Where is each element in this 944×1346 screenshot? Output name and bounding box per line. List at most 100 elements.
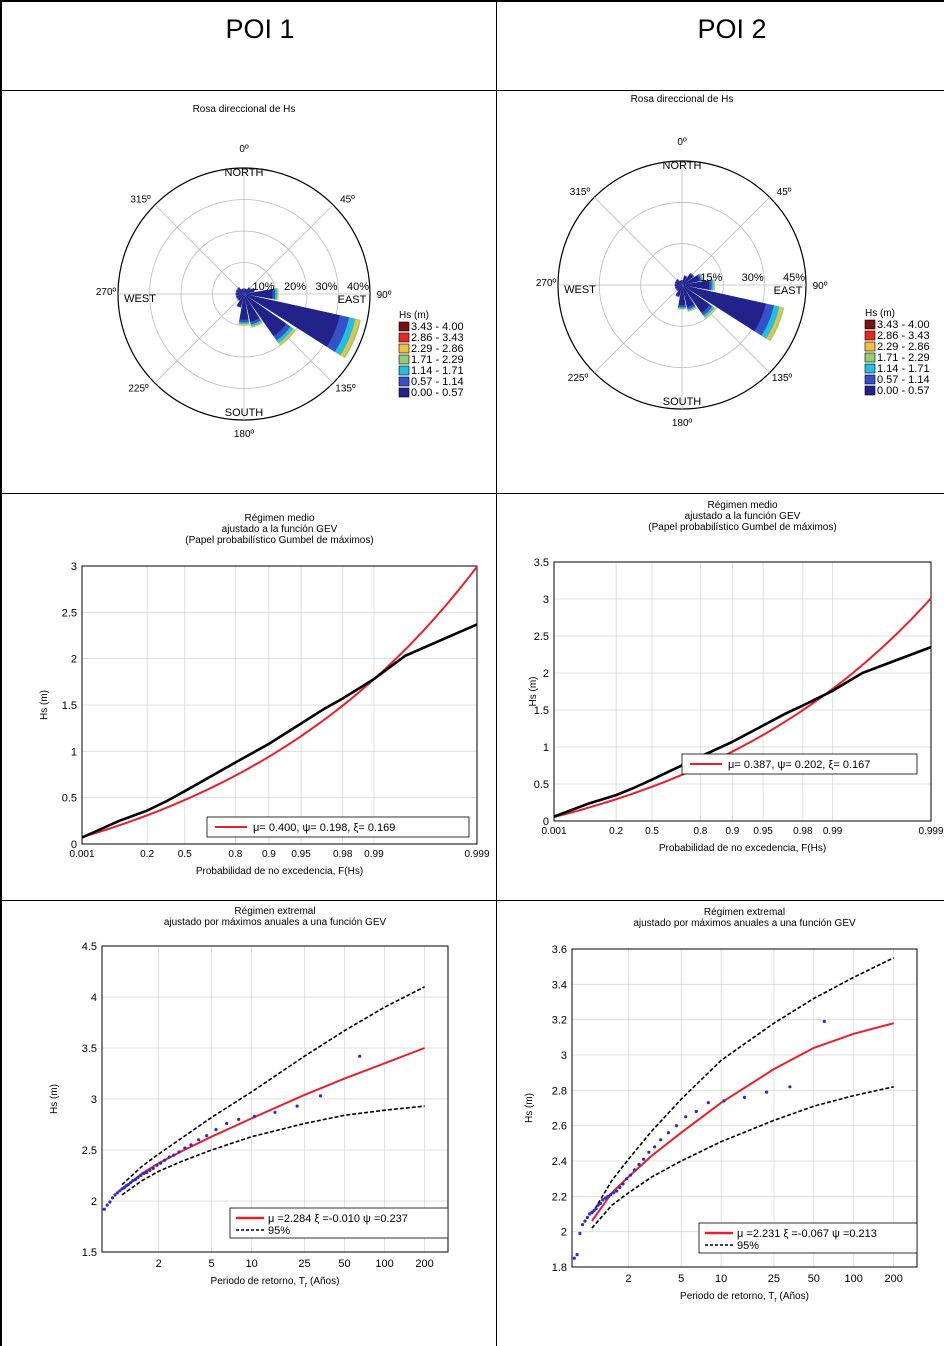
scatter-point xyxy=(155,1163,159,1167)
plot-frame xyxy=(81,565,478,845)
x-tick-label: 10 xyxy=(715,1273,727,1285)
table-border-left xyxy=(0,0,2,1346)
legend-label: 95% xyxy=(737,1240,759,1252)
scatter-point xyxy=(578,1231,582,1235)
x-tick-label: 0.999 xyxy=(464,849,489,860)
scatter-point xyxy=(118,1189,122,1193)
rose-petal-270 xyxy=(675,283,682,287)
scatter-point xyxy=(133,1178,138,1182)
y-tick-label: 1 xyxy=(543,742,549,754)
legend-label: μ =2.284 ξ =-0.010 ψ =0.237 xyxy=(268,1213,408,1225)
x-tick-label: 0.8 xyxy=(693,826,707,837)
scatter-point xyxy=(318,1094,323,1098)
x-tick-label: 0.99 xyxy=(823,826,843,837)
rose-petal-0 xyxy=(243,288,245,294)
rose-petal-225 xyxy=(237,294,244,301)
scatter-point xyxy=(237,1117,241,1121)
chart-title: Régimen medio xyxy=(244,513,314,524)
scatter-point xyxy=(588,1212,592,1216)
x-tick-label: 0.5 xyxy=(645,826,659,837)
direction-label: SOUTH xyxy=(225,407,264,419)
x-tick-label: 100 xyxy=(375,1258,393,1270)
x-axis-label-subscript: r xyxy=(774,1297,777,1304)
series-line-ci-95 xyxy=(121,1105,425,1196)
scatter-point xyxy=(142,1171,146,1176)
y-axis-label: Hs (m) xyxy=(49,1084,60,1114)
legend-box xyxy=(681,753,918,775)
x-tick-label: 0.5 xyxy=(178,849,192,860)
legend-label: 0.00 - 0.57 xyxy=(411,387,464,399)
series-line-ci-95 xyxy=(591,957,895,1215)
scatter-point xyxy=(612,1191,616,1195)
rose-petal-135 xyxy=(682,285,710,313)
x-tick-label: 0.8 xyxy=(228,849,242,860)
rose-petal-202.5 xyxy=(675,285,682,296)
y-tick-label: 0.5 xyxy=(62,793,77,805)
chart-title: ajustado a la función GEV xyxy=(222,524,338,535)
rose-petal-270 xyxy=(236,292,244,296)
legend-label: 1.14 - 1.71 xyxy=(877,363,930,375)
column-header-poi2: POI 2 xyxy=(697,14,767,44)
scatter-point xyxy=(115,1191,119,1195)
direction-label: SOUTH xyxy=(663,396,702,408)
scatter-point xyxy=(628,1173,633,1177)
direction-label: 90º xyxy=(377,290,392,301)
table-column-divider xyxy=(496,0,497,1346)
y-tick-label: 2.2 xyxy=(552,1191,567,1203)
y-tick-label: 3 xyxy=(91,1094,97,1106)
scatter-point xyxy=(590,1210,594,1214)
direction-label: 270º xyxy=(536,278,557,289)
scatter-point xyxy=(572,1256,576,1260)
scatter-point xyxy=(594,1207,598,1211)
legend-label: μ= 0.387, ψ= 0.202, ξ= 0.167 xyxy=(728,759,870,771)
y-tick-label: 4.5 xyxy=(82,941,97,953)
scatter-point xyxy=(148,1168,152,1172)
plot-frame xyxy=(553,561,932,822)
x-axis-label-subscript: r xyxy=(305,1282,308,1289)
scatter-point xyxy=(642,1157,646,1161)
direction-label: NORTH xyxy=(663,160,702,172)
legend-label: μ =2.231 ξ =-0.067 ψ =0.213 xyxy=(737,1228,877,1240)
rose-petal-202.5 xyxy=(237,294,244,307)
direction-label: 315º xyxy=(130,195,151,206)
legend-label: 1.14 - 1.71 xyxy=(411,365,464,377)
scatter-point xyxy=(596,1203,600,1207)
series-line-ci-95 xyxy=(121,986,425,1186)
legend-label: 1.71 - 2.29 xyxy=(877,352,930,364)
rose-petal-45 xyxy=(244,287,251,294)
y-tick-label: 2.4 xyxy=(552,1156,567,1168)
chart-title: ajustado por máximos anuales a una funci… xyxy=(633,918,856,929)
y-tick-label: 1.8 xyxy=(552,1262,567,1274)
rose-petal-247.5 xyxy=(675,285,682,289)
x-tick-label: 0.001 xyxy=(69,849,94,860)
table-row-divider xyxy=(0,90,944,91)
legend-label: 3.43 - 4.00 xyxy=(877,319,930,331)
scatter-point xyxy=(606,1194,610,1198)
scatter-point xyxy=(609,1193,613,1197)
scatter-point xyxy=(358,1054,362,1058)
scatter-point xyxy=(632,1168,637,1172)
direction-label: 270º xyxy=(96,287,117,298)
x-tick-label: 0.95 xyxy=(291,849,311,860)
y-tick-label: 2 xyxy=(91,1196,97,1208)
rose-petal-135 xyxy=(244,294,287,337)
scatter-point xyxy=(159,1161,163,1165)
rose-ring-label: 45% xyxy=(783,272,805,284)
scatter-point xyxy=(252,1114,256,1118)
rose-petal-157.5 xyxy=(682,285,695,308)
scatter-point xyxy=(126,1183,130,1187)
legend-swatch xyxy=(398,387,410,398)
column-header-poi1: POI 1 xyxy=(225,14,295,44)
scatter-point xyxy=(183,1146,187,1150)
y-tick-label: 2 xyxy=(71,654,77,666)
rose-petal-337.5 xyxy=(241,289,244,294)
table-border-top xyxy=(0,0,944,2)
scatter-point xyxy=(113,1193,117,1197)
scatter-point xyxy=(694,1109,698,1114)
x-tick-label: 0.2 xyxy=(140,849,154,860)
x-tick-label: 0.95 xyxy=(753,826,773,837)
rose-petal-180 xyxy=(239,294,249,320)
scatter-point xyxy=(598,1201,603,1205)
